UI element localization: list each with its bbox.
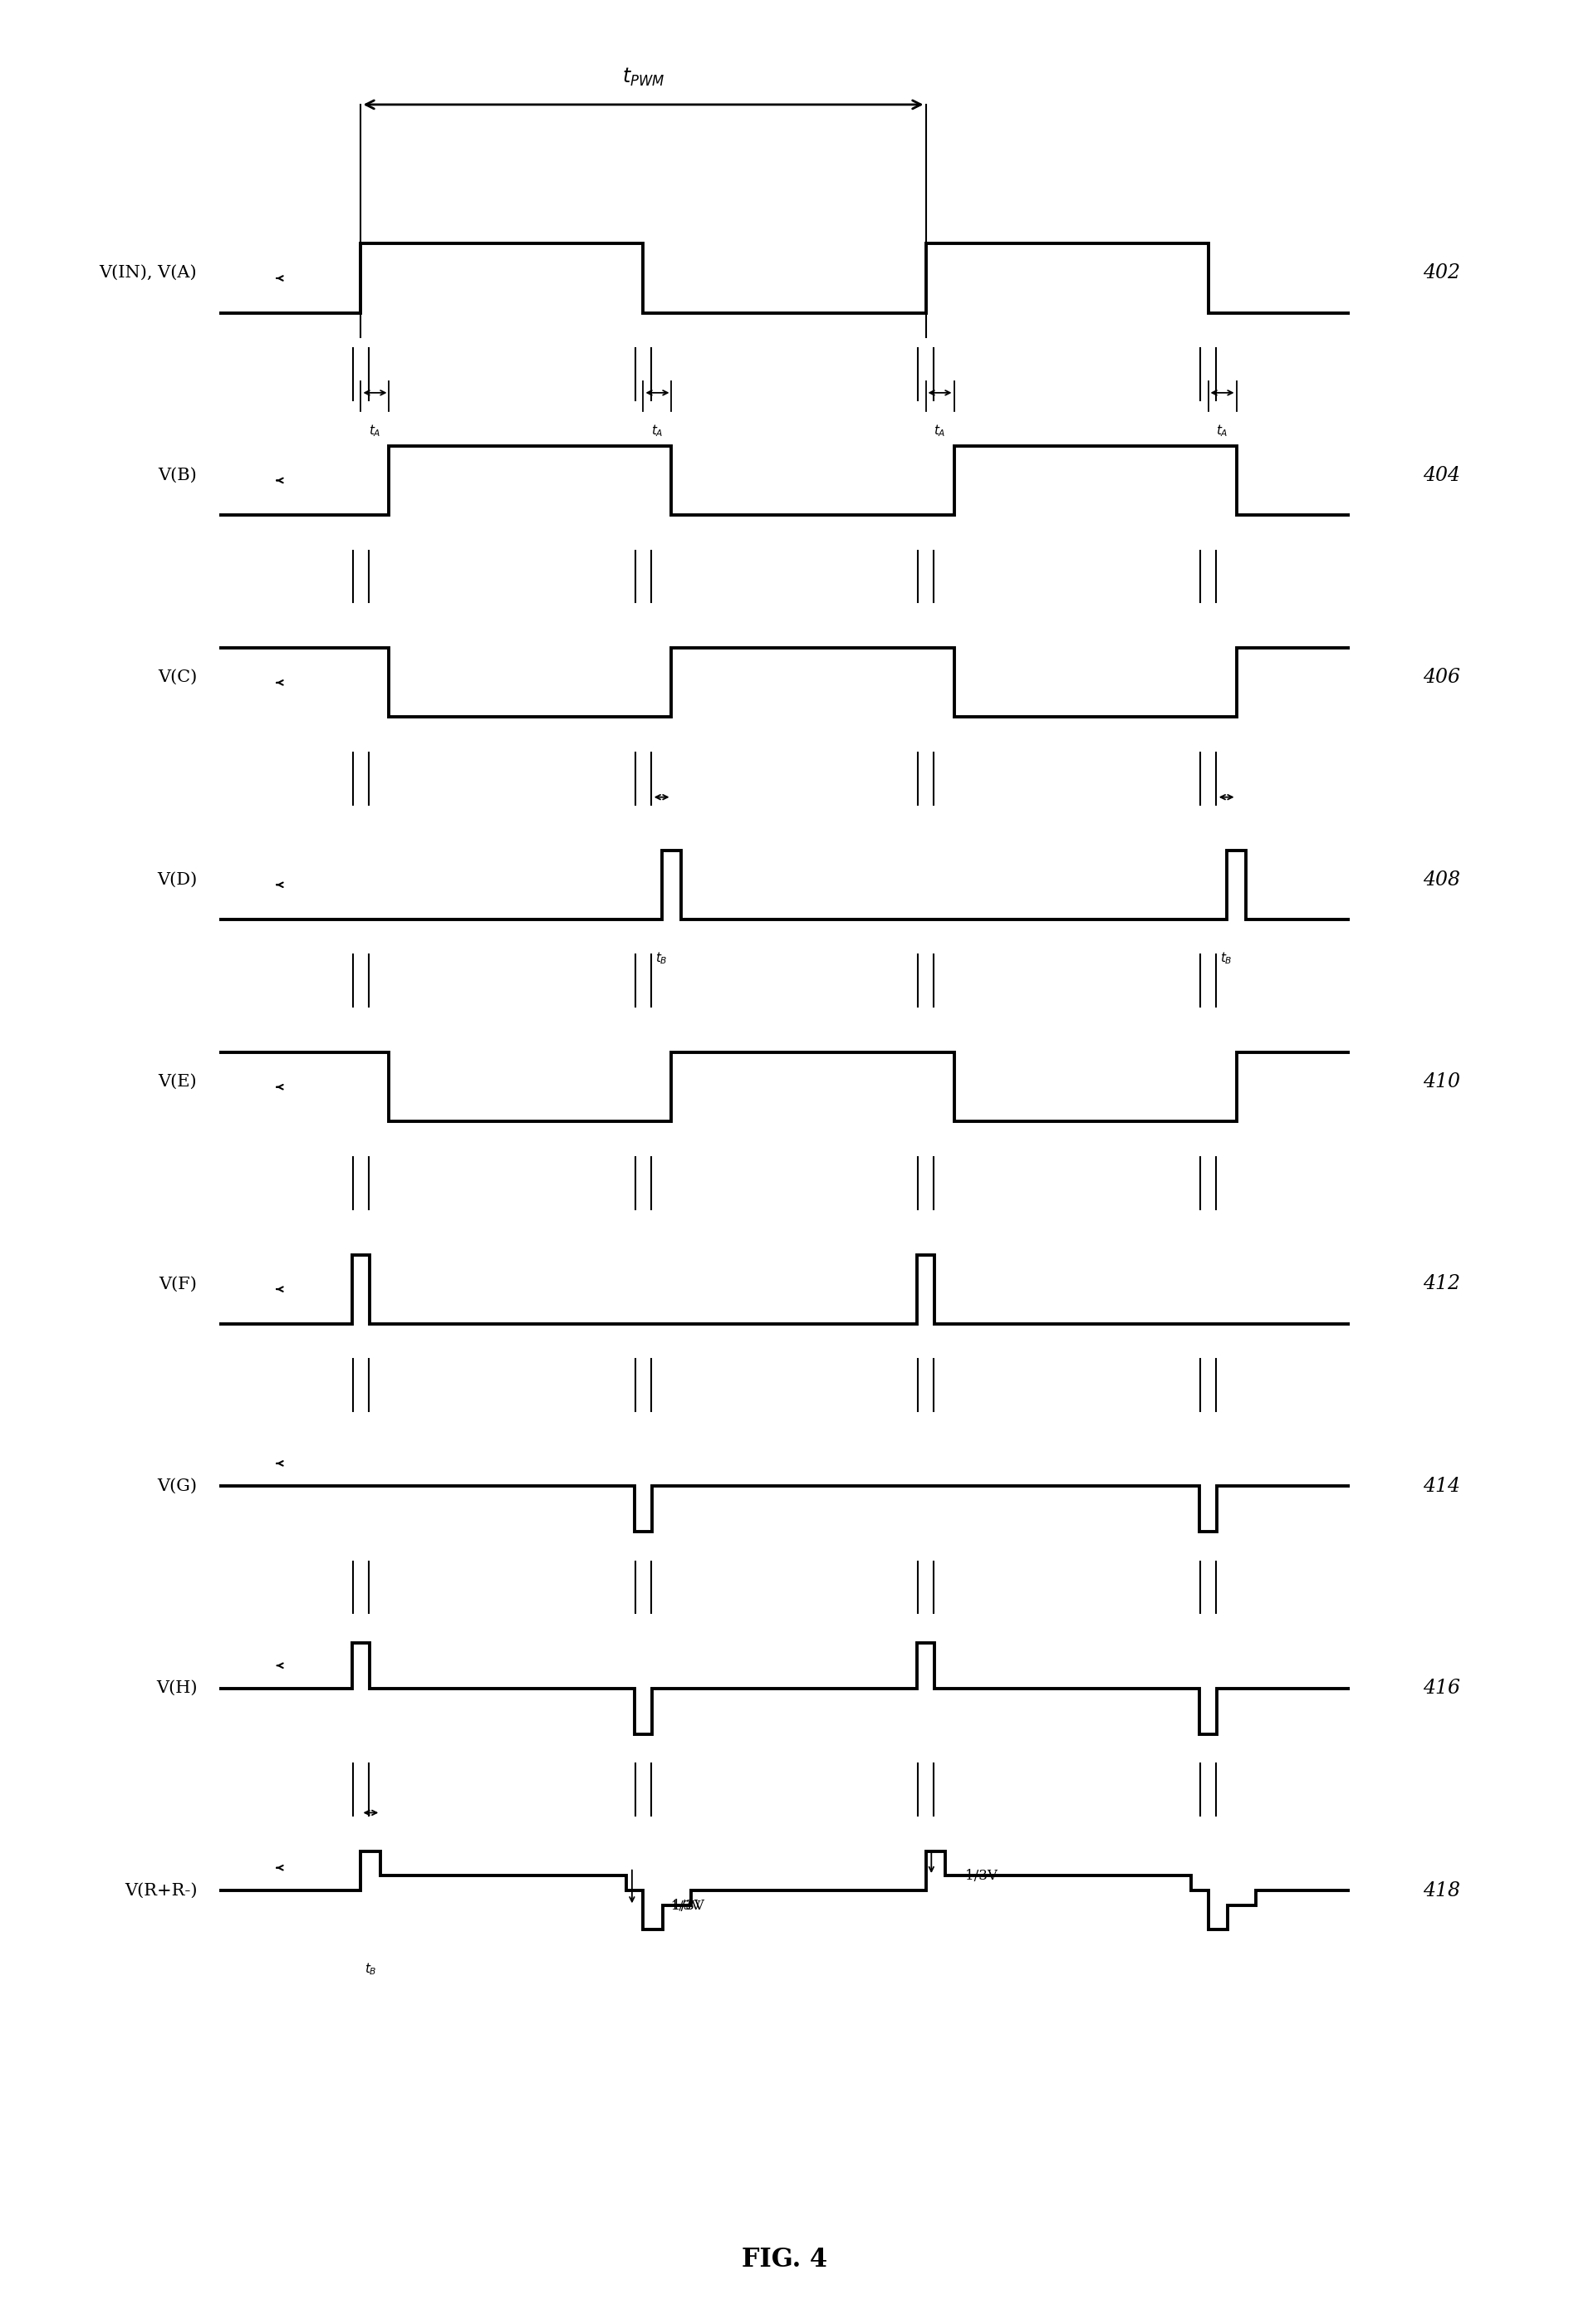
Text: V(B): V(B): [158, 467, 198, 483]
Text: $t_A$: $t_A$: [934, 423, 946, 439]
Text: $t_{PWM}$: $t_{PWM}$: [621, 67, 665, 88]
Text: $t_A$: $t_A$: [369, 423, 381, 439]
Text: V(C): V(C): [158, 669, 198, 686]
Text: ~1/3V: ~1/3V: [661, 1899, 700, 1910]
Text: 418: 418: [1423, 1880, 1461, 1901]
Text: 406: 406: [1423, 667, 1461, 688]
Text: FIG. 4: FIG. 4: [742, 2247, 827, 2273]
Text: ~1/3V: ~1/3V: [954, 1868, 998, 1882]
Text: V(G): V(G): [157, 1478, 198, 1494]
Text: $t_A$: $t_A$: [1216, 423, 1229, 439]
Text: 404: 404: [1423, 465, 1461, 486]
Text: 414: 414: [1423, 1476, 1461, 1497]
Text: V(F): V(F): [158, 1276, 198, 1292]
Text: V(D): V(D): [157, 872, 198, 888]
Text: $t_A$: $t_A$: [651, 423, 664, 439]
Text: 402: 402: [1423, 263, 1461, 284]
Text: 416: 416: [1423, 1678, 1461, 1699]
Text: V(IN), V(A): V(IN), V(A): [99, 265, 198, 281]
Text: 410: 410: [1423, 1071, 1461, 1092]
Text: $t_B$: $t_B$: [656, 951, 668, 967]
Text: 408: 408: [1423, 869, 1461, 890]
Text: 412: 412: [1423, 1274, 1461, 1294]
Text: $t_B$: $t_B$: [1221, 951, 1233, 967]
Text: V(E): V(E): [158, 1074, 198, 1090]
Text: $t_B$: $t_B$: [364, 1961, 377, 1978]
Text: ~1/3V: ~1/3V: [661, 1899, 704, 1913]
Text: V(R+R-): V(R+R-): [124, 1882, 198, 1899]
Text: V(H): V(H): [155, 1680, 198, 1697]
